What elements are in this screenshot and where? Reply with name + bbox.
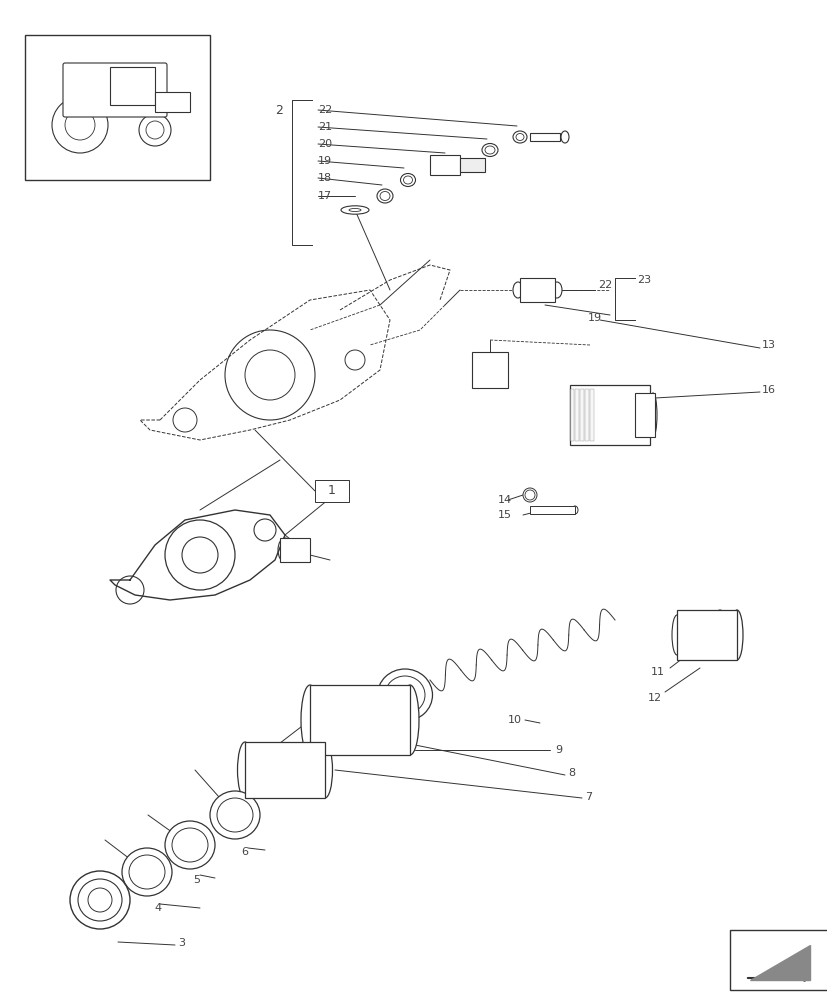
Text: 5: 5 [193,875,200,885]
Ellipse shape [481,144,497,157]
Ellipse shape [165,821,215,869]
Bar [529,133,559,141]
Text: 22: 22 [597,280,611,290]
Bar [155,92,189,112]
Ellipse shape [485,146,495,154]
Bar [569,389,573,441]
Ellipse shape [400,174,415,187]
Text: 18: 18 [318,173,332,183]
Ellipse shape [210,791,260,839]
Bar [110,67,155,105]
Bar [676,610,736,660]
Text: 21: 21 [318,122,332,132]
Ellipse shape [701,615,717,655]
Ellipse shape [403,176,412,184]
Text: 11: 11 [650,667,664,677]
Text: 20: 20 [318,139,332,149]
Ellipse shape [380,192,390,201]
Ellipse shape [571,506,577,514]
Bar [429,155,460,175]
Ellipse shape [278,538,292,562]
Text: 1: 1 [327,485,336,497]
Bar [634,393,654,437]
Ellipse shape [341,206,369,214]
Bar [519,278,554,302]
Bar [460,158,485,172]
Text: 19: 19 [587,313,601,323]
Bar [729,930,827,990]
Text: 7: 7 [585,792,591,802]
Text: 15: 15 [497,510,511,520]
Ellipse shape [482,363,496,377]
Text: 19: 19 [318,156,332,166]
Ellipse shape [552,282,562,298]
Ellipse shape [348,209,361,212]
Ellipse shape [711,610,727,650]
Text: 4: 4 [155,903,162,913]
Ellipse shape [317,742,332,798]
Text: 2: 2 [275,104,283,117]
Bar [25,35,210,180]
Text: 17: 17 [318,191,332,201]
Ellipse shape [376,189,393,203]
Ellipse shape [129,855,165,889]
Ellipse shape [672,615,681,655]
Text: 13: 13 [761,340,775,350]
Text: 10: 10 [508,715,521,725]
Bar [471,352,508,388]
Text: 8: 8 [567,768,575,778]
Text: 9: 9 [554,745,562,755]
Ellipse shape [523,488,537,502]
Ellipse shape [561,131,568,143]
Bar [309,685,409,755]
Text: 22: 22 [318,105,332,115]
Ellipse shape [648,393,656,437]
Ellipse shape [237,742,252,798]
Ellipse shape [70,871,130,929]
Ellipse shape [78,879,122,921]
FancyBboxPatch shape [63,63,167,117]
Text: 12: 12 [647,693,662,703]
Text: 14: 14 [497,495,512,505]
Bar [529,506,574,514]
Bar [569,385,649,445]
Bar [280,538,309,562]
Ellipse shape [385,676,424,714]
Polygon shape [749,945,809,980]
Ellipse shape [172,828,208,862]
Text: 16: 16 [761,385,775,395]
Bar [574,389,578,441]
Bar [590,389,593,441]
Ellipse shape [513,131,526,143]
Bar [585,389,588,441]
Ellipse shape [513,282,523,298]
Bar [314,480,348,502]
Ellipse shape [730,610,742,660]
Ellipse shape [400,685,418,755]
Ellipse shape [122,848,172,896]
Bar [579,389,583,441]
Ellipse shape [515,134,523,141]
Text: 6: 6 [241,847,248,857]
Ellipse shape [377,669,432,721]
Ellipse shape [301,685,318,755]
Ellipse shape [217,798,253,832]
Text: 3: 3 [178,938,184,948]
Bar [245,742,325,798]
Text: 23: 23 [636,275,650,285]
